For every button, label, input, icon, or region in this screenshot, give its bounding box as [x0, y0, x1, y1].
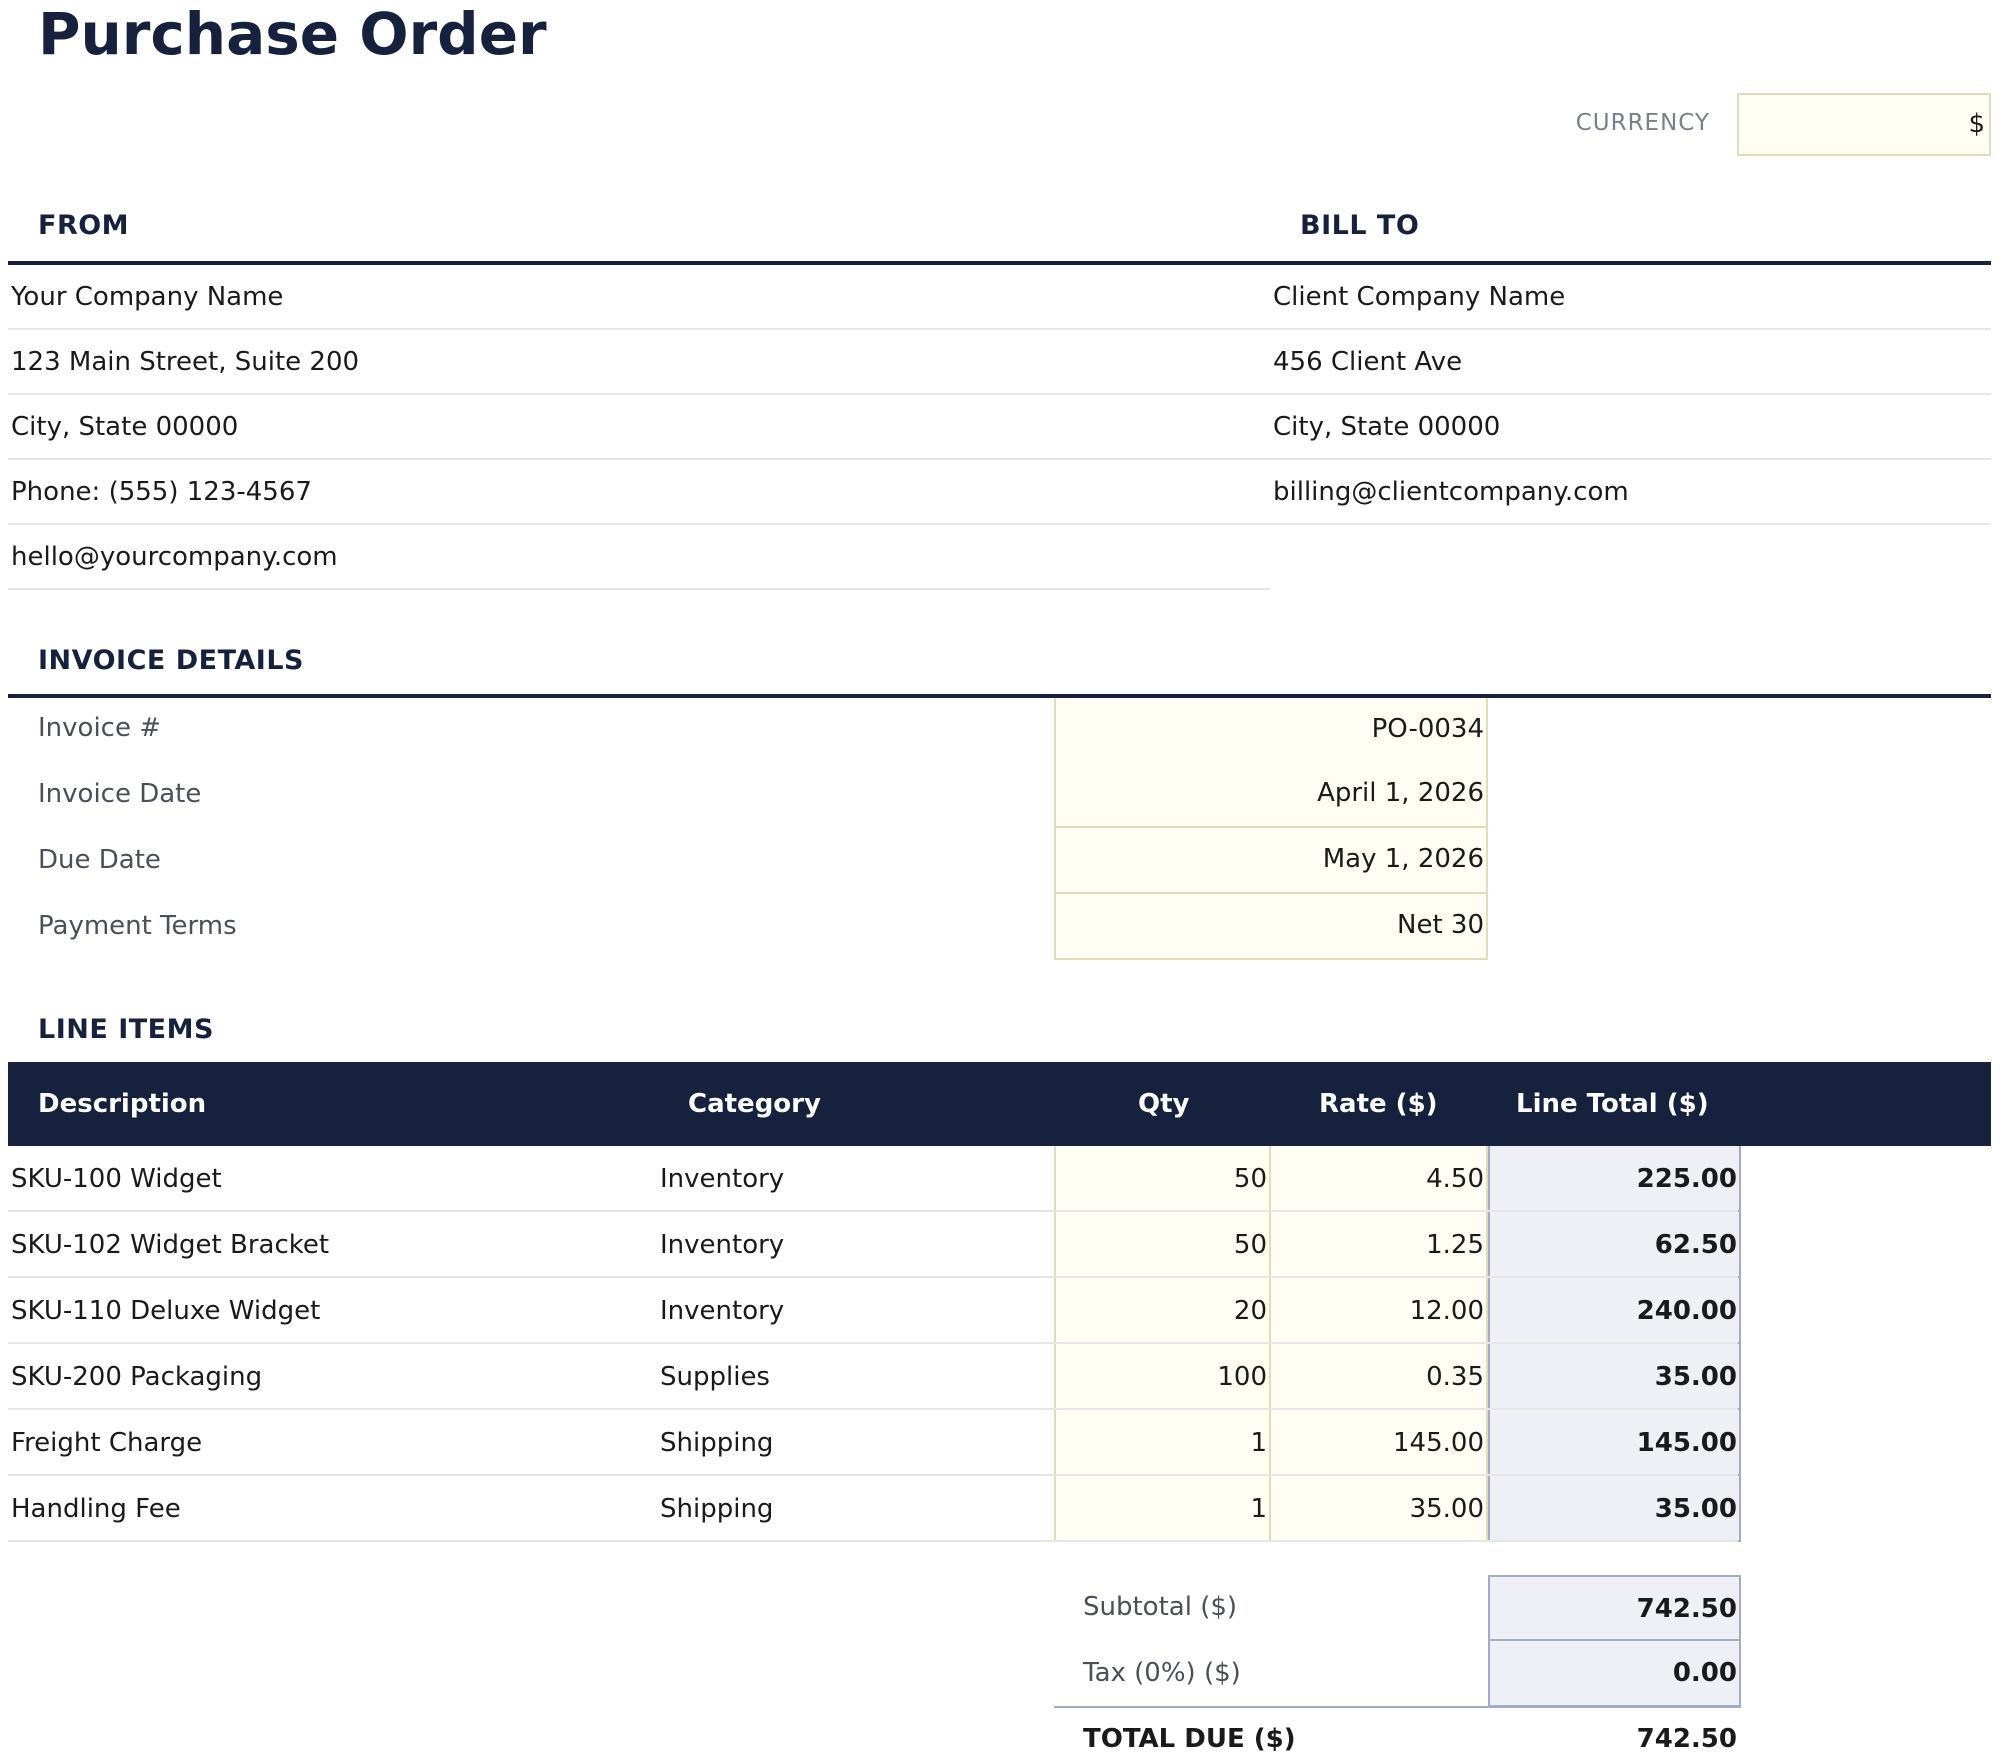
total-divider — [1054, 1706, 1741, 1708]
item-line-total: 145.00 — [1488, 1410, 1741, 1476]
col-description: Description — [38, 1089, 207, 1119]
invoice-details-rule — [8, 694, 1991, 698]
table-row: Freight Charge Shipping 1 145.00 145.00 — [8, 1410, 1991, 1476]
item-description: SKU-200 Packaging — [11, 1362, 263, 1392]
item-description: Handling Fee — [11, 1494, 181, 1524]
table-row: SKU-102 Widget Bracket Inventory 50 1.25… — [8, 1212, 1991, 1278]
row-divider — [8, 1210, 1738, 1212]
invoice-number-field[interactable]: PO-0034 — [1054, 698, 1488, 764]
address-rule — [8, 261, 1991, 265]
total-due-value: 742.50 — [1636, 1724, 1737, 1754]
item-line-total: 62.50 — [1488, 1212, 1741, 1278]
item-description: SKU-102 Widget Bracket — [11, 1230, 330, 1260]
col-category: Category — [688, 1089, 821, 1119]
item-rate-field[interactable]: 145.00 — [1271, 1410, 1488, 1476]
row-divider — [8, 1342, 1738, 1344]
due-date-field[interactable]: May 1, 2026 — [1054, 828, 1488, 894]
item-qty-field[interactable]: 1 — [1054, 1476, 1271, 1542]
item-category: Shipping — [660, 1494, 774, 1524]
tax-label: Tax (0%) ($) — [1083, 1658, 1241, 1688]
table-row: Handling Fee Shipping 1 35.00 35.00 — [8, 1476, 1991, 1542]
item-line-total: 35.00 — [1488, 1344, 1741, 1410]
item-rate-field[interactable]: 12.00 — [1271, 1278, 1488, 1344]
currency-label: CURRENCY — [1575, 110, 1710, 136]
col-rate: Rate ($) — [1319, 1089, 1438, 1119]
bill-to-block: Client Company Name 456 Client Ave City,… — [1270, 265, 1991, 525]
row-divider — [8, 1540, 1738, 1542]
bill-to-city: City, State 00000 — [1270, 395, 1991, 460]
item-category: Inventory — [660, 1164, 785, 1194]
from-city: City, State 00000 — [8, 395, 1270, 460]
invoice-number-label: Invoice # — [38, 713, 162, 743]
table-row: SKU-110 Deluxe Widget Inventory 20 12.00… — [8, 1278, 1991, 1344]
payment-terms-label: Payment Terms — [38, 911, 237, 941]
item-line-total: 240.00 — [1488, 1278, 1741, 1344]
item-category: Inventory — [660, 1230, 785, 1260]
item-description: Freight Charge — [11, 1428, 203, 1458]
subtotal-value: 742.50 — [1488, 1575, 1741, 1641]
from-company: Your Company Name — [8, 265, 1270, 330]
invoice-date-label: Invoice Date — [38, 779, 202, 809]
item-qty-field[interactable]: 50 — [1054, 1212, 1271, 1278]
currency-input[interactable]: $ — [1737, 93, 1991, 156]
invoice-date-field[interactable]: April 1, 2026 — [1054, 762, 1488, 828]
invoice-details-heading: INVOICE DETAILS — [38, 645, 304, 676]
item-rate-field[interactable]: 4.50 — [1271, 1146, 1488, 1212]
bill-to-heading: BILL TO — [1300, 210, 1420, 241]
bill-to-email: billing@clientcompany.com — [1270, 460, 1991, 525]
item-rate-field[interactable]: 0.35 — [1271, 1344, 1488, 1410]
from-email: hello@yourcompany.com — [8, 525, 1270, 590]
item-category: Shipping — [660, 1428, 774, 1458]
item-line-total: 35.00 — [1488, 1476, 1741, 1542]
item-description: SKU-100 Widget — [11, 1164, 222, 1194]
bill-to-street: 456 Client Ave — [1270, 330, 1991, 395]
item-description: SKU-110 Deluxe Widget — [11, 1296, 321, 1326]
item-category: Inventory — [660, 1296, 785, 1326]
item-qty-field[interactable]: 50 — [1054, 1146, 1271, 1212]
from-street: 123 Main Street, Suite 200 — [8, 330, 1270, 395]
from-block: Your Company Name 123 Main Street, Suite… — [8, 265, 1270, 590]
item-qty-field[interactable]: 20 — [1054, 1278, 1271, 1344]
page-title: Purchase Order — [38, 0, 547, 68]
due-date-label: Due Date — [38, 845, 161, 875]
row-divider — [8, 1474, 1738, 1476]
bill-to-company: Client Company Name — [1270, 265, 1991, 330]
item-rate-field[interactable]: 35.00 — [1271, 1476, 1488, 1542]
item-qty-field[interactable]: 1 — [1054, 1410, 1271, 1476]
line-items-header: Description Category Qty Rate ($) Line T… — [8, 1062, 1991, 1146]
item-category: Supplies — [660, 1362, 770, 1392]
from-phone: Phone: (555) 123-4567 — [8, 460, 1270, 525]
total-due-label: TOTAL DUE ($) — [1083, 1724, 1296, 1754]
row-divider — [8, 1276, 1738, 1278]
payment-terms-field[interactable]: Net 30 — [1054, 894, 1488, 960]
tax-value: 0.00 — [1488, 1641, 1741, 1707]
table-row: SKU-100 Widget Inventory 50 4.50 225.00 — [8, 1146, 1991, 1212]
row-divider — [8, 1408, 1738, 1410]
col-qty: Qty — [1138, 1089, 1190, 1119]
from-heading: FROM — [38, 210, 130, 241]
col-line-total: Line Total ($) — [1516, 1089, 1709, 1119]
table-row: SKU-200 Packaging Supplies 100 0.35 35.0… — [8, 1344, 1991, 1410]
item-line-total: 225.00 — [1488, 1146, 1741, 1212]
subtotal-label: Subtotal ($) — [1083, 1592, 1238, 1622]
line-items-heading: LINE ITEMS — [38, 1014, 214, 1045]
item-rate-field[interactable]: 1.25 — [1271, 1212, 1488, 1278]
item-qty-field[interactable]: 100 — [1054, 1344, 1271, 1410]
